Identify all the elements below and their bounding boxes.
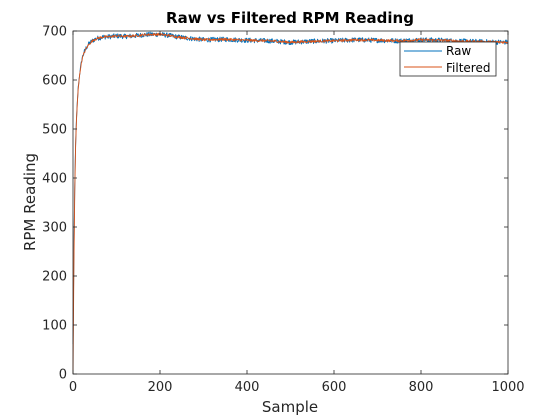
plot-area [73,31,508,374]
plot-border [72,30,509,375]
x-tick-label: 600 [322,380,347,395]
x-tick-label: 200 [148,380,173,395]
y-tick-label: 300 [42,221,67,236]
x-axis-title: Sample [262,398,318,416]
x-tick-label: 400 [235,380,260,395]
y-tick-label: 400 [42,172,67,187]
x-tick-label: 800 [409,380,434,395]
y-tick-label: 100 [42,319,67,334]
legend-box [399,41,497,77]
tick-layer: 0 200 400 600 800 1000 0 100 200 300 400 500 600 700 [42,25,524,396]
legend-label-filtered: Filtered [446,61,490,75]
series-line-filtered [72,32,509,374]
y-axis-title: RPM Reading [21,153,39,251]
legend-label-raw: Raw [446,44,471,58]
y-tick-label: 0 [59,368,67,383]
y-tick-label: 700 [42,25,67,40]
y-tick-label: 500 [42,123,67,138]
x-tick-label: 1000 [491,380,524,395]
series-layer [72,31,509,374]
chart-title: Raw vs Filtered RPM Reading [166,9,414,27]
legend: Raw Filtered [399,41,497,77]
y-tick-label: 200 [42,270,67,285]
y-tick-label: 600 [42,74,67,89]
x-tick-label: 0 [69,380,77,395]
